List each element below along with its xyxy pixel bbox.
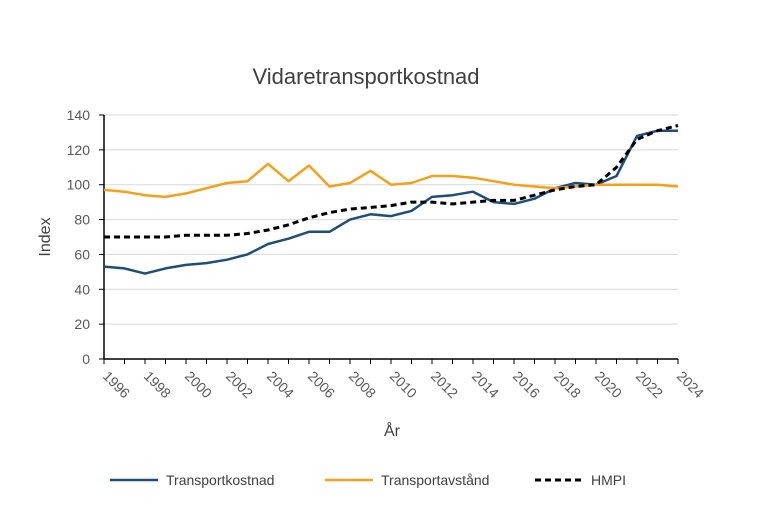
x-tick-label: 2002	[223, 368, 256, 401]
legend-label: Transportkostnad	[166, 472, 274, 488]
x-tick-label: 2012	[428, 368, 461, 401]
y-tick-label: 140	[67, 107, 91, 123]
y-tick-label: 80	[74, 212, 90, 228]
y-axis-label: Index	[37, 217, 54, 256]
x-tick-labels: 1996 1998 2000 2002 2004 2006 2008 2010 2012 2014…	[100, 368, 707, 401]
series-line	[103, 129, 678, 275]
x-tick-label: 2018	[551, 368, 584, 401]
legend-label: Transportavstånd	[381, 472, 489, 488]
series-lines	[103, 124, 679, 275]
series-line	[104, 124, 679, 239]
series-line	[103, 162, 679, 199]
x-tick-label: 2008	[346, 368, 379, 401]
x-tick-label: 2024	[674, 368, 707, 401]
y-tick-label: 0	[82, 351, 90, 367]
y-tick-label: 120	[67, 142, 91, 158]
legend: Transportkostnad Transportavstånd HMPI	[110, 472, 626, 488]
x-tick-label: 2004	[264, 368, 297, 401]
x-tick-label: 2006	[305, 368, 338, 401]
gridlines	[104, 114, 678, 325]
x-tick-label: 2010	[387, 368, 420, 401]
axes	[99, 114, 679, 364]
x-tick-label: 2000	[182, 368, 215, 401]
legend-label: HMPI	[591, 472, 626, 488]
x-tick-label: 1996	[100, 368, 133, 401]
y-tick-label: 60	[74, 246, 90, 262]
y-tick-label: 20	[74, 316, 90, 332]
y-tick-label: 40	[74, 281, 90, 297]
y-tick-labels: 0 20 40 60 80 100 120 140	[67, 107, 91, 367]
y-tick-label: 100	[67, 177, 91, 193]
x-tick-label: 2020	[592, 368, 625, 401]
x-tick-label: 2022	[633, 368, 666, 401]
x-tick-label: 1998	[141, 368, 174, 401]
x-tick-label: 2014	[469, 368, 502, 401]
x-tick-label: 2016	[510, 368, 543, 401]
chart-title: Vidaretransportkostnad	[252, 64, 479, 89]
x-axis-label: År	[384, 421, 401, 440]
